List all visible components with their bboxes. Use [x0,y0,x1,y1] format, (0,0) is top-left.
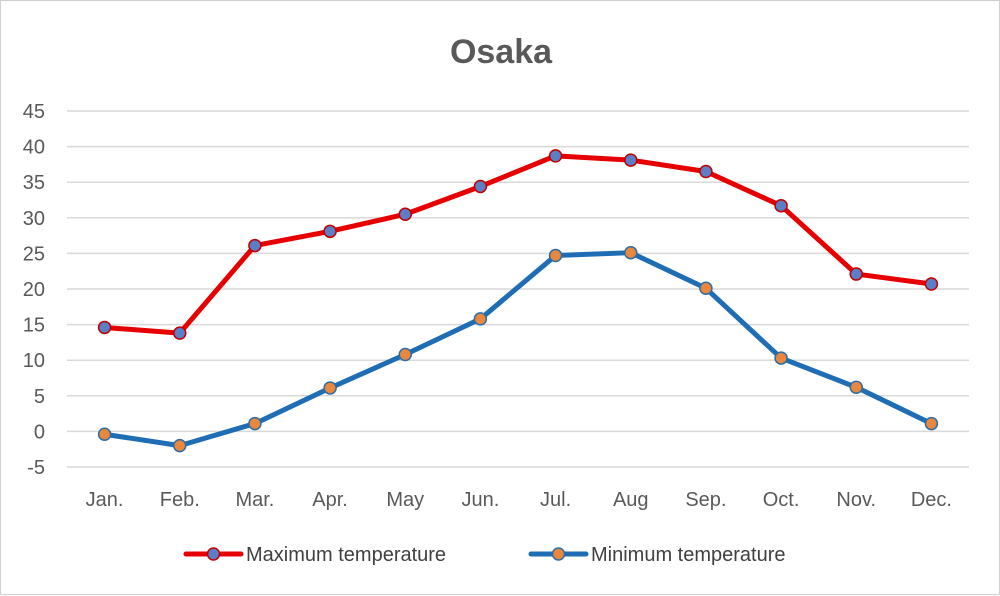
data-point [323,381,337,395]
data-point [97,320,112,335]
legend: Maximum temperature Minimum temperature [183,544,786,566]
y-tick-label: 25 [23,243,45,265]
data-point [624,245,638,260]
y-tick-label: 40 [23,137,45,159]
x-tick-label: Jan. [86,489,124,511]
y-tick-label: -5 [27,457,45,479]
data-point [548,248,563,263]
x-axis-ticks: Jan. Feb. Mar. Apr. May Jun. Jul. Aug Sep. Oct. No… [86,489,952,511]
series-maximum-temperature [97,149,939,340]
x-tick-label: May [386,489,424,511]
y-tick-label: 15 [23,315,45,337]
x-tick-label: Oct. [763,489,800,511]
data-point [173,326,187,340]
y-tick-label: 35 [23,172,45,194]
data-point [548,149,563,163]
data-point [248,238,262,253]
legend-label: Minimum temperature [591,544,786,566]
y-tick-label: 10 [23,350,45,372]
y-tick-label: 45 [23,101,45,123]
x-tick-label: Feb. [160,489,200,511]
series-line [102,250,934,449]
data-point [699,281,713,296]
data-point [699,164,713,179]
data-point [473,179,488,194]
series-line [102,153,934,336]
y-axis-ticks: -5 0 5 10 15 20 25 30 35 40 45 [23,101,45,479]
y-tick-label: 20 [23,279,45,301]
data-point [924,277,939,291]
x-tick-label: Apr. [312,489,348,511]
x-tick-label: Mar. [235,489,274,511]
data-point [473,312,488,326]
y-tick-label: 0 [34,421,45,443]
x-tick-label: Nov. [836,489,876,511]
data-point [624,153,638,167]
chart-title: Osaka [450,33,553,71]
series-minimum-temperature [97,245,939,453]
x-tick-label: Jul. [540,489,571,511]
data-point [248,416,262,431]
data-point [774,198,788,213]
x-tick-label: Sep. [685,489,726,511]
legend-swatch-marker [206,547,221,561]
legend-label: Maximum temperature [246,544,446,566]
data-point [398,347,412,362]
legend-item: Maximum temperature [183,544,446,566]
data-point [323,224,337,239]
x-tick-label: Dec. [911,489,952,511]
y-tick-label: 5 [34,386,45,408]
y-tick-label: 30 [23,208,45,230]
legend-item: Minimum temperature [528,544,786,566]
data-point [173,438,187,453]
legend-swatch-marker [551,547,566,561]
data-point [849,380,863,395]
data-point [398,207,412,221]
data-point [774,351,788,365]
data-point [97,427,112,441]
series-layer [97,149,939,453]
data-point [924,416,939,431]
x-tick-label: Jun. [462,489,500,511]
x-tick-label: Aug [613,489,649,511]
data-point [849,267,863,281]
